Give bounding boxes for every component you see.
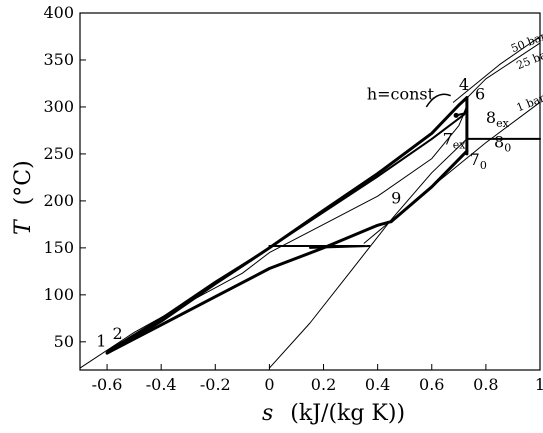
series-layer	[79, 36, 541, 369]
x-axis: -0.6 -0.4 -0.2 0 0.2 0.4 0.6 0.8 1	[92, 364, 543, 394]
y-tick-label: 100	[43, 285, 74, 304]
h-const-bracket	[425, 93, 451, 108]
y-tick-label: 50	[54, 332, 74, 351]
series-isotherm-lower	[309, 245, 371, 249]
y-tick-label: 200	[43, 191, 74, 210]
plot-border	[79, 12, 541, 371]
annotation-label: 7ex	[443, 130, 467, 152]
series-expansion-curve-7ex	[455, 105, 468, 117]
x-tick-label: -0.4	[146, 375, 177, 394]
y-tick-label: 300	[43, 97, 74, 116]
series-dome-right	[268, 138, 468, 369]
annotation-label: 2	[112, 324, 122, 343]
y-tick-label: 400	[43, 3, 74, 22]
annotation-label: 6	[475, 84, 485, 103]
series-recuperator-low	[105, 220, 393, 355]
x-axis-symbol: s	[262, 401, 273, 426]
y-axis-title: T (°C)	[11, 160, 36, 235]
series-isobar-25bar	[452, 42, 541, 113]
y-tick-label: 250	[43, 144, 74, 163]
series-isobar-50bar	[452, 36, 541, 103]
annotation-label: h=const	[367, 84, 435, 103]
x-tick-label: 0.6	[419, 375, 444, 394]
series-compression-1-2	[106, 105, 468, 353]
y-axis-unit: (°C)	[11, 160, 36, 205]
x-tick-label: 0.4	[365, 375, 390, 394]
point-7ex-marker	[453, 112, 459, 118]
y-axis-symbol: T	[11, 218, 36, 235]
x-tick-label: -0.6	[92, 375, 123, 394]
x-tick-label: 1	[535, 375, 543, 394]
x-tick-label: 0	[264, 375, 274, 394]
axes-frame	[79, 12, 541, 371]
series-isobar-1bar	[363, 101, 541, 244]
y-tick-label: 150	[43, 238, 74, 257]
annotation-label: 8ex	[486, 108, 510, 130]
annotation-label: 70	[470, 150, 487, 172]
annotation-label: 4	[459, 75, 469, 94]
series-dome-left	[79, 106, 468, 369]
x-tick-label: 0.8	[473, 375, 498, 394]
x-tick-label: -0.2	[200, 375, 231, 394]
y-tick-label: 350	[43, 50, 74, 69]
x-axis-title: s (kJ/(kg K))	[262, 401, 405, 426]
series-heating-to-4	[105, 96, 469, 355]
x-axis-unit: (kJ/(kg K))	[290, 401, 405, 426]
annotation-label: 9	[391, 189, 401, 208]
x-tick-label: 0.2	[311, 375, 336, 394]
annotation-label: 1	[96, 332, 106, 351]
annotation-label: 80	[494, 132, 511, 154]
y-axis: 50 100 150 200 250 300 350 400	[43, 3, 86, 351]
